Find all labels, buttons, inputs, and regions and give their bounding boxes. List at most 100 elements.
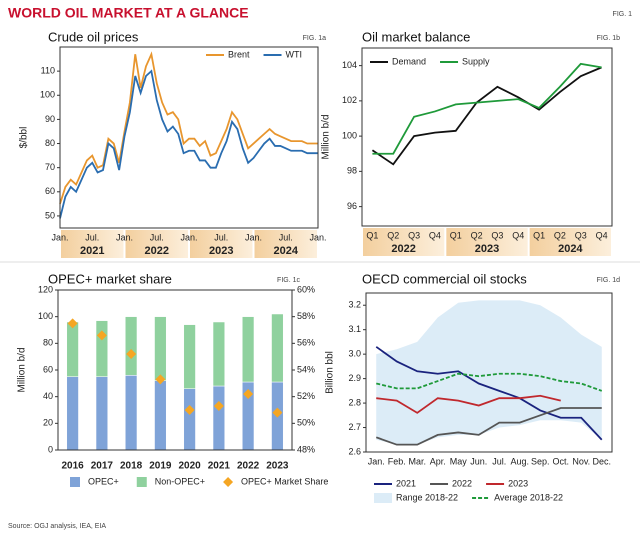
y-tick-label: 50 [45, 210, 55, 220]
bar-segment [242, 316, 255, 383]
y-tick-label: 100 [40, 90, 55, 100]
year-band [363, 228, 445, 256]
year-band [254, 230, 317, 258]
y2-tick-label: 54% [297, 364, 315, 374]
y-tick-label: 3.1 [348, 324, 361, 334]
source: Source: OGJ analysis, IEA, EIA [8, 523, 106, 530]
share-marker [126, 349, 137, 359]
y-tick-label: 104 [342, 60, 357, 70]
y-tick-label: 70 [45, 162, 55, 172]
x-tick-label: Sep. [531, 456, 550, 466]
legend-swatch [136, 477, 147, 487]
x-tick-label: Q1 [366, 230, 378, 240]
x-tick-label: Q3 [408, 230, 420, 240]
x-tick-label: Jul. [150, 232, 164, 242]
bar-segment [212, 385, 225, 451]
year-band [446, 228, 528, 256]
bar-segment [271, 313, 284, 383]
year-label: 2024 [274, 245, 299, 257]
panel-title: OPEC+ market share [48, 271, 172, 286]
series-line [59, 69, 318, 219]
share-marker [243, 389, 254, 399]
y-tick-label: 90 [45, 114, 55, 124]
y2-tick-label: 50% [297, 418, 315, 428]
y-tick-label: 110 [41, 66, 55, 76]
y-tick-label: 3.0 [348, 349, 361, 359]
year-label: 2024 [558, 243, 583, 255]
x-tick-label: Apr. [430, 456, 446, 466]
share-marker [184, 405, 195, 415]
plot-frame [361, 47, 613, 227]
y-tick-label: 80 [43, 338, 53, 348]
series-line [375, 346, 603, 441]
bar-segment [154, 380, 167, 451]
y-tick-label: 120 [38, 284, 53, 294]
x-tick-label: Jan. [368, 456, 385, 466]
x-tick-label: Jan. [309, 232, 326, 242]
plot-frame [365, 292, 613, 453]
figure-label: FIG. 1a [303, 35, 326, 42]
y-tick-label: 98 [347, 166, 357, 176]
panel-title: OECD commercial oil stocks [362, 271, 527, 286]
y-tick-label: 2.8 [348, 397, 361, 407]
x-tick-label: 2021 [208, 461, 231, 472]
series-line [375, 407, 602, 446]
x-tick-label: Jan. [245, 232, 262, 242]
y-tick-label: 102 [342, 95, 357, 105]
x-tick-label: May [450, 456, 468, 466]
y-tick-label: 3.2 [348, 300, 361, 310]
bar-segment [66, 321, 79, 377]
legend-label: WTI [286, 49, 303, 59]
legend-label: Supply [462, 56, 490, 66]
legend-label: Average 2018-22 [494, 492, 563, 502]
year-band [125, 230, 188, 258]
share-marker [272, 407, 283, 418]
x-tick-label: Jul. [214, 232, 228, 242]
bar-segment [183, 388, 196, 451]
bar-segment [66, 376, 79, 451]
x-tick-label: Q3 [575, 230, 587, 240]
legend-swatch [70, 477, 80, 487]
panel-title: Oil market balance [362, 29, 470, 44]
figure-label: FIG. 1b [597, 35, 620, 42]
x-tick-label: Dec. [592, 456, 611, 466]
x-tick-label: Jul. [85, 232, 99, 242]
y-tick-label: 60 [43, 364, 53, 374]
x-tick-label: 2016 [62, 461, 85, 472]
bar-segment [125, 375, 138, 451]
y-tick-label: 100 [342, 130, 357, 140]
year-band [190, 230, 253, 258]
bar-segment [125, 316, 138, 376]
x-tick-label: 2018 [120, 461, 143, 472]
bar-segment [183, 324, 196, 389]
y2-tick-label: 52% [297, 391, 315, 401]
legend-label: 2021 [396, 478, 416, 488]
series-line [376, 394, 561, 414]
plot-frame [57, 289, 293, 451]
x-tick-label: Q4 [512, 230, 524, 240]
x-tick-label: 2019 [149, 461, 172, 472]
plot-frame [59, 46, 319, 229]
legend-label: OPEC+ [88, 476, 119, 486]
bar-segment [95, 376, 108, 451]
legend-label: Range 2018-22 [396, 492, 458, 502]
y-tick-label: 20 [43, 418, 53, 428]
y-tick-label: 100 [38, 311, 53, 321]
series-line [372, 62, 602, 155]
x-tick-label: 2017 [91, 461, 114, 472]
legend-label: 2023 [508, 478, 528, 488]
share-marker [213, 401, 224, 411]
y-tick-label: 2.9 [348, 373, 361, 383]
x-tick-label: 2022 [237, 461, 260, 472]
x-tick-label: Jul. [279, 232, 293, 242]
y2-tick-label: 58% [297, 311, 315, 321]
x-tick-label: 2023 [266, 461, 289, 472]
legend-label: Demand [392, 56, 426, 66]
y2-tick-label: 56% [297, 338, 315, 348]
x-tick-label: Aug. [510, 456, 529, 466]
x-tick-label: Jan. [51, 232, 68, 242]
year-band [61, 230, 124, 258]
y-axis-label: $/bbl [19, 127, 30, 149]
legend-swatch [374, 493, 392, 503]
y2-tick-label: 48% [297, 444, 315, 454]
